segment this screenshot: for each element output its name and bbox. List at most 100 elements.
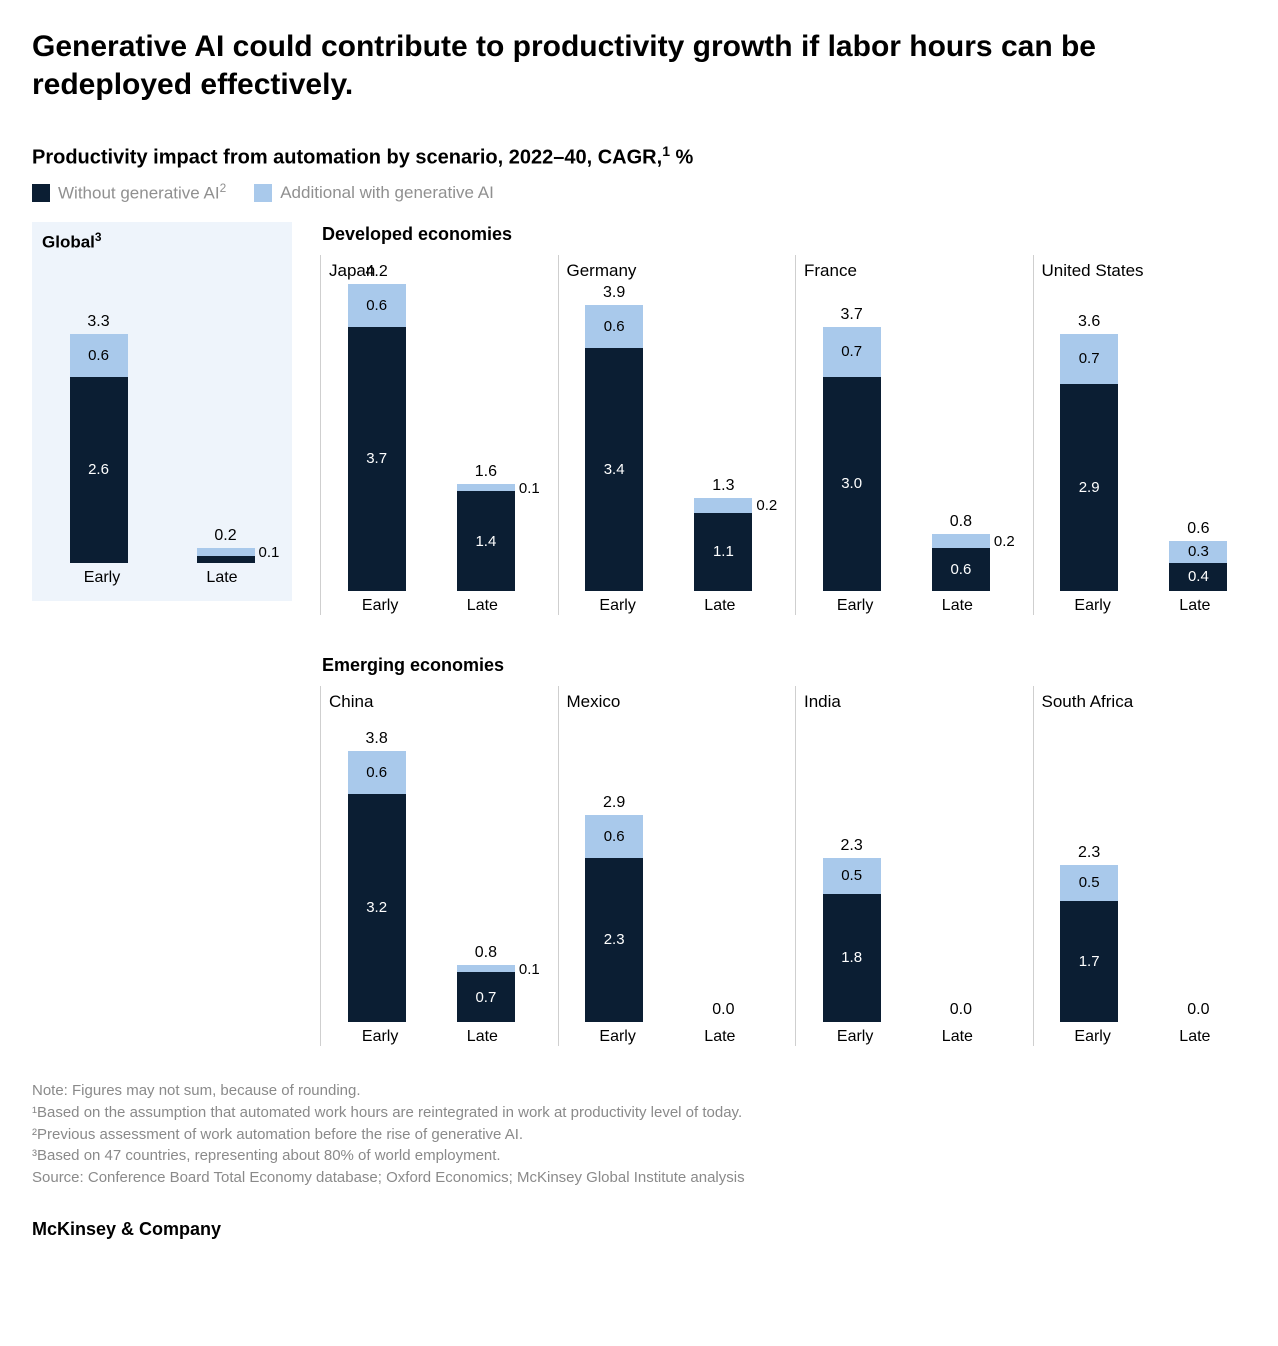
panel-title: Germany — [567, 261, 772, 281]
bar-stack: 3.70.6 — [348, 284, 406, 591]
x-label-late: Late — [431, 597, 533, 615]
x-axis-labels: EarlyLate — [567, 1028, 772, 1046]
bar-total-label: 1.6 — [475, 463, 497, 481]
panel-global: Global3 3.32.60.60.20.1 Early Late — [32, 222, 292, 601]
panel-india: India2.31.80.50.0EarlyLate — [795, 686, 1009, 1046]
bar-group-early: 3.73.00.7 — [808, 306, 895, 591]
bar-stack: 0.60.2 — [932, 534, 990, 591]
bar-segment-with-ai — [197, 548, 255, 555]
bar-segment-with-ai: 0.6 — [348, 284, 406, 327]
x-axis-labels: EarlyLate — [567, 597, 772, 615]
bar-group-late: 0.0 — [917, 1001, 1004, 1022]
bar-group-late: 1.31.10.2 — [680, 477, 767, 591]
footnote-1: ¹Based on the assumption that automated … — [32, 1102, 1246, 1124]
panel-japan: Japan4.23.70.61.61.40.1EarlyLate — [320, 255, 534, 615]
bar-total-label: 0.8 — [950, 513, 972, 531]
x-label-late: Late — [162, 569, 282, 587]
panel-title: France — [804, 261, 1009, 281]
bar-stack: 1.40.1 — [457, 484, 515, 591]
bar-total-label: 0.0 — [712, 1001, 734, 1019]
bar-total-label: 3.8 — [366, 730, 388, 748]
bar-total-label: 2.9 — [603, 794, 625, 812]
bar-total-label: 0.8 — [475, 944, 497, 962]
bar-segment-without-ai: 1.4 — [457, 491, 515, 591]
bar-segment-without-ai: 0.6 — [932, 548, 990, 591]
bar-segment-with-ai: 0.6 — [585, 305, 643, 348]
x-axis-labels: EarlyLate — [1042, 597, 1247, 615]
panel-mexico: Mexico 2.9 2.30.6 0.0 EarlyLate — [558, 686, 772, 1046]
x-label-late: Late — [1144, 1028, 1246, 1046]
bar-stack: 2.30.6 — [585, 815, 643, 1022]
bar-segment-without-ai: 0.4 — [1169, 563, 1227, 592]
bar-stack: 1.10.2 — [694, 498, 752, 591]
bar-group-late: 0.6 0.40.3 — [1155, 520, 1242, 591]
panel-title-global: Global3 — [42, 230, 282, 253]
panel-title: Mexico — [567, 692, 772, 712]
bar-segment-with-ai — [457, 484, 515, 491]
x-label-early: Early — [804, 597, 906, 615]
panel-united-states: United States3.62.90.70.60.40.3EarlyLate — [1033, 255, 1247, 615]
bar-stack: 3.40.6 — [585, 305, 643, 591]
bar-stack: 0.1 — [197, 548, 255, 562]
section-label-emerging: Emerging economies — [322, 655, 1246, 676]
chart-global: 3.32.60.60.20.1 — [42, 263, 282, 563]
chart-subtitle: Productivity impact from automation by s… — [32, 143, 1246, 170]
footnote-3: ³Based on 47 countries, representing abo… — [32, 1145, 1246, 1167]
panel-title: China — [329, 692, 534, 712]
charts-row-developed: Japan4.23.70.61.61.40.1EarlyLateGermany3… — [320, 255, 1246, 615]
bar-segment-with-ai: 0.6 — [70, 334, 128, 377]
bar-total-label: 0.0 — [1187, 1001, 1209, 1019]
bar-segment-with-ai — [694, 498, 752, 512]
legend-label-with-ai: Additional with generative AI — [280, 183, 494, 203]
x-label-late: Late — [669, 1028, 771, 1046]
charts-row-emerging: China3.83.20.60.80.70.1EarlyLateMexico2.… — [320, 686, 1246, 1046]
bar-stack: 1.80.5 — [823, 858, 881, 1022]
bar-segment-with-ai-side-label: 0.2 — [994, 533, 1015, 550]
chart-area: 2.31.70.5 0.0 — [1042, 722, 1247, 1022]
bar-total-label: 4.2 — [366, 263, 388, 281]
x-label-early: Early — [567, 1028, 669, 1046]
bar-segment-without-ai: 2.9 — [1060, 384, 1118, 591]
bar-group-late: 1.6 1.40.1 — [442, 463, 529, 591]
legend-item-with-ai: Additional with generative AI — [254, 183, 494, 203]
bar-total-label: 0.6 — [1187, 520, 1209, 538]
bar-segment-with-ai: 0.6 — [585, 815, 643, 858]
bar-total-label: 0.2 — [214, 527, 236, 545]
x-axis-labels: EarlyLate — [804, 1028, 1009, 1046]
x-label-early: Early — [329, 597, 431, 615]
bar-group-early: 2.31.70.5 — [1046, 844, 1133, 1022]
panel-south-africa: South Africa2.31.70.50.0EarlyLate — [1033, 686, 1247, 1046]
bar-total-label: 2.3 — [1078, 844, 1100, 862]
brand: McKinsey & Company — [32, 1219, 1246, 1240]
chart-area: 2.31.80.50.0 — [804, 722, 1009, 1022]
subtitle-sup: 1 — [662, 143, 670, 159]
chart-area: 2.9 2.30.6 0.0 — [567, 722, 772, 1022]
footnotes: Note: Figures may not sum, because of ro… — [32, 1080, 1246, 1189]
bar-segment-with-ai: 0.7 — [1060, 334, 1118, 384]
subtitle-text-pre: Productivity impact from automation by s… — [32, 146, 662, 168]
bar-segment-without-ai: 1.8 — [823, 894, 881, 1023]
bar-segment-with-ai — [932, 534, 990, 548]
bar-stack: 0.70.1 — [457, 965, 515, 1022]
bar-group-early: 4.2 3.70.6 — [333, 263, 420, 591]
bar-segment-without-ai: 2.3 — [585, 858, 643, 1022]
bar-segment-without-ai: 1.1 — [694, 513, 752, 592]
legend-item-without-ai: Without generative AI2 — [32, 181, 226, 204]
x-label-late: Late — [906, 1028, 1008, 1046]
bar-segment-without-ai — [197, 556, 255, 563]
bar-group-late: 0.8 0.70.1 — [442, 944, 529, 1022]
bar-group-late: 0.20.1 — [173, 527, 278, 562]
x-label-late: Late — [431, 1028, 533, 1046]
bar-segment-with-ai-side-label: 0.1 — [519, 961, 540, 978]
bar-group-early: 3.62.90.7 — [1046, 313, 1133, 591]
x-label-late: Late — [1144, 597, 1246, 615]
bar-segment-with-ai-side-label: 0.1 — [519, 480, 540, 497]
footnote-source: Source: Conference Board Total Economy d… — [32, 1167, 1246, 1189]
bar-segment-with-ai: 0.3 — [1169, 541, 1227, 562]
section-label-developed: Developed economies — [322, 224, 1246, 245]
bar-group-early: 3.93.40.6 — [571, 284, 658, 591]
x-label-early: Early — [329, 1028, 431, 1046]
bar-segment-without-ai: 3.0 — [823, 377, 881, 591]
bar-stack: 3.00.7 — [823, 327, 881, 591]
footnote-note: Note: Figures may not sum, because of ro… — [32, 1080, 1246, 1102]
